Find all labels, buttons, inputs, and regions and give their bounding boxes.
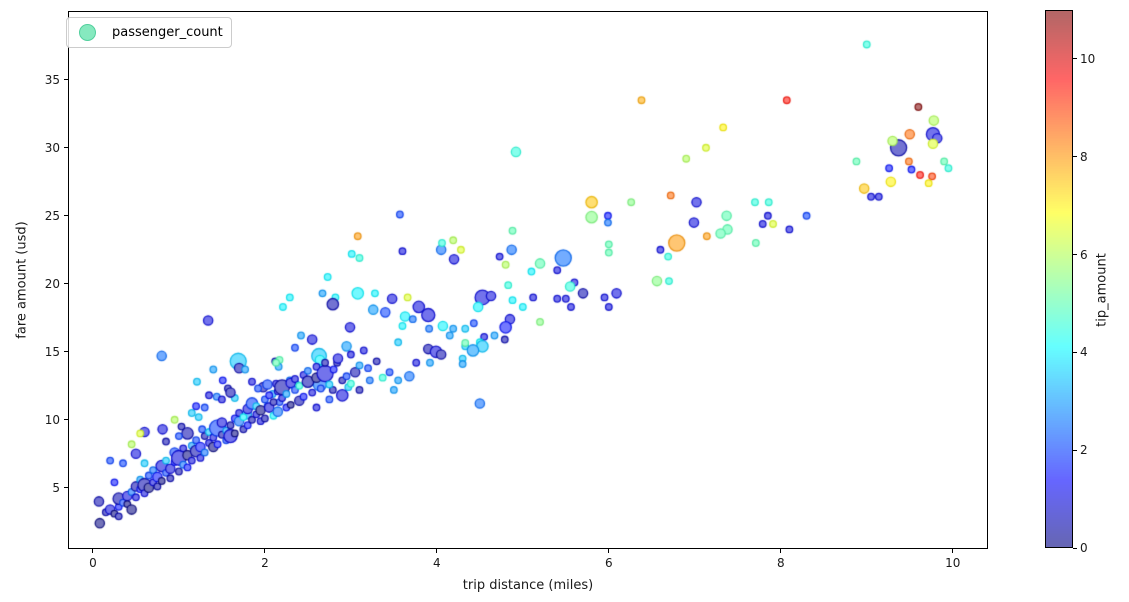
y-tick-label: 30 [44, 140, 60, 155]
x-axis-label: trip distance (miles) [462, 578, 594, 593]
colorbar-label: tip_amount [1094, 253, 1110, 327]
colorbar-tick-mark [1073, 58, 1077, 60]
colorbar-tick-label: 0 [1080, 541, 1088, 555]
colorbar [1045, 10, 1073, 548]
y-tick-label: 35 [44, 72, 60, 87]
x-tick-label: 4 [433, 556, 441, 570]
y-tick-mark [64, 79, 68, 81]
colorbar-tick-label: 6 [1080, 247, 1088, 262]
colorbar-tick-mark [1073, 449, 1077, 451]
x-tick-mark [780, 549, 782, 553]
x-tick-mark [264, 549, 266, 553]
legend: passenger_count [66, 17, 232, 48]
y-tick-mark [64, 215, 68, 217]
y-tick-mark [64, 351, 68, 353]
colorbar-tick-mark [1073, 254, 1077, 256]
legend-marker-icon [79, 24, 96, 41]
x-tick-label: 2 [261, 556, 269, 570]
colorbar-tick-label: 4 [1080, 345, 1088, 360]
scatter-canvas [69, 12, 987, 548]
colorbar-tick-label: 8 [1080, 149, 1088, 164]
y-tick-label: 10 [44, 412, 60, 427]
colorbar-tick-label: 2 [1080, 443, 1088, 458]
x-tick-label: 6 [604, 556, 613, 570]
x-tick-mark [608, 549, 610, 553]
y-tick-mark [64, 147, 68, 149]
colorbar-tick-mark [1073, 547, 1077, 549]
x-tick-label: 8 [776, 556, 785, 570]
y-tick-mark [64, 283, 68, 285]
colorbar-tick-mark [1073, 156, 1077, 158]
y-tick-label: 20 [44, 276, 60, 291]
colorbar-gradient [1046, 11, 1072, 547]
y-tick-label: 15 [44, 344, 60, 359]
y-tick-mark [64, 487, 68, 489]
y-tick-label: 25 [44, 208, 60, 223]
y-tick-mark [64, 419, 68, 421]
legend-label: passenger_count [112, 25, 223, 40]
y-axis-label: fare amount (usd) [14, 221, 30, 339]
plot-area [68, 11, 988, 549]
x-tick-label: 10 [945, 556, 961, 570]
colorbar-tick-label: 10 [1080, 51, 1096, 66]
y-tick-label: 5 [52, 480, 60, 495]
colorbar-tick-mark [1073, 351, 1077, 353]
x-tick-label: 0 [89, 556, 97, 570]
x-tick-mark [436, 549, 438, 553]
x-tick-mark [952, 549, 954, 553]
x-tick-mark [92, 549, 94, 553]
